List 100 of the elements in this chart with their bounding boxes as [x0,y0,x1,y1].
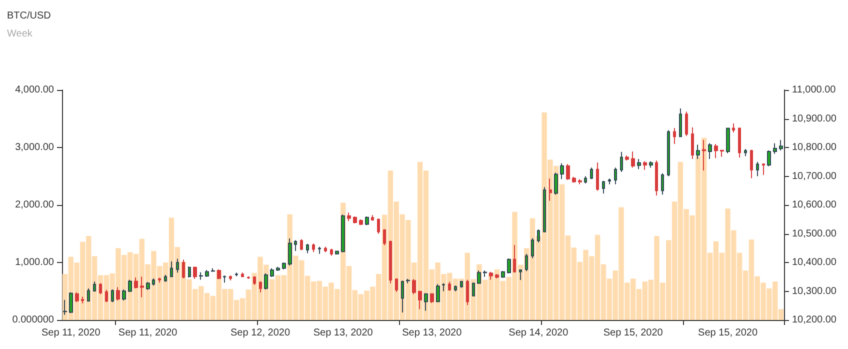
candlestick [176,258,179,274]
y2-tick-label: 10,500.00 [792,228,837,240]
y2-tick-label: 10,800.00 [792,142,837,153]
candlestick [643,160,647,170]
candlestick [264,272,268,290]
candlestick [679,108,682,138]
candlestick [412,278,416,295]
candlestick [696,144,700,160]
candlestick [140,276,144,298]
y-tick-label: 0.000000 [12,314,54,326]
candlestick [602,180,605,194]
y2-tick-label: 10,600.00 [792,200,837,210]
candlestick [105,289,108,303]
candlestick [353,216,357,224]
candlestick [608,178,611,185]
candlestick [507,258,511,274]
candlestick [217,268,221,280]
candlestick [253,276,256,286]
candlestick [312,243,315,253]
candlestick [300,238,303,251]
candlestick [259,280,262,293]
y2-tick-label: 10,400.00 [792,257,837,268]
candlestick [489,271,493,280]
candlestick [714,144,718,159]
candlestick [229,274,232,281]
candlestick [164,274,167,282]
candlestick [158,277,161,284]
x-tick-label: Sep 14, 2020 [508,328,569,338]
candlestick [430,292,434,304]
candlestick [93,280,96,292]
candlestick [495,274,499,279]
y2-tick-label: 10,700.00 [792,170,837,182]
candlestick [122,289,126,301]
candlestick [566,164,570,180]
candlestick [87,288,90,302]
candlestick [288,238,292,266]
candlestick [442,282,445,292]
candlestick [661,172,664,196]
y2-tick-label: 10,900.00 [792,113,837,124]
candlestick [111,289,114,303]
candlestick [188,266,191,278]
candlestick [365,216,369,226]
candlestick [596,162,599,192]
candlestick [631,151,635,168]
candlestick [383,228,386,246]
candlestick [655,160,658,196]
candlestick [347,212,351,222]
candlestick [732,122,735,134]
candlestick [750,149,753,179]
candlestick [247,276,250,280]
candlestick [513,244,516,274]
y-tick-label: 2,000.00 [15,200,54,210]
candlestick [708,142,712,160]
y2-tick-label: 10,300.00 [792,286,837,297]
candlestick [554,172,558,196]
x-tick-label: Sep 15, 2020 [698,328,758,338]
candlestick [359,218,363,226]
candlestick [756,161,759,177]
candlestick [401,280,404,314]
candlestick [614,167,617,185]
candlestick [75,292,79,303]
candlestick [762,162,765,176]
x-tick-label: Sep 15, 2020 [603,328,664,338]
candlestick [223,274,226,284]
candlestick [270,268,274,278]
candlestick [773,142,777,154]
y-tick-label: 1,000.00 [15,257,54,268]
candlestick [738,127,741,158]
candlestick [483,270,487,278]
candlestick [537,228,540,243]
x-tick-label: Sep 13, 2020 [402,328,462,338]
candlestick [395,278,398,292]
candlestick [560,162,564,180]
candlestick [282,262,286,270]
candlestick [720,149,724,158]
y-tick-label: 4,000.00 [15,84,54,96]
candlestick [418,290,422,310]
x-tick-label: Sep 11, 2020 [118,328,178,338]
candlestick [578,178,582,185]
candlestick [584,176,587,184]
x-tick-label: Sep 13, 2020 [313,328,374,338]
candlestick [673,127,676,145]
candlestick [318,246,321,254]
candlestick [519,268,522,281]
candlestick [649,160,653,168]
y2-tick-label: 11,000.00 [792,84,836,96]
candlestick [448,281,451,292]
candlestick [193,266,197,280]
candlestick [199,272,203,280]
candlestick [241,272,244,278]
candlestick [128,279,132,292]
candlestick [477,270,481,284]
candlestick [205,269,209,278]
candlestick [543,186,546,233]
candlestick [572,176,576,184]
candlestick [525,253,528,272]
candlestick [501,270,505,278]
candlestick [294,240,297,252]
x-tick-label: Sep 11, 2020 [41,328,101,338]
candlestick [637,158,641,170]
